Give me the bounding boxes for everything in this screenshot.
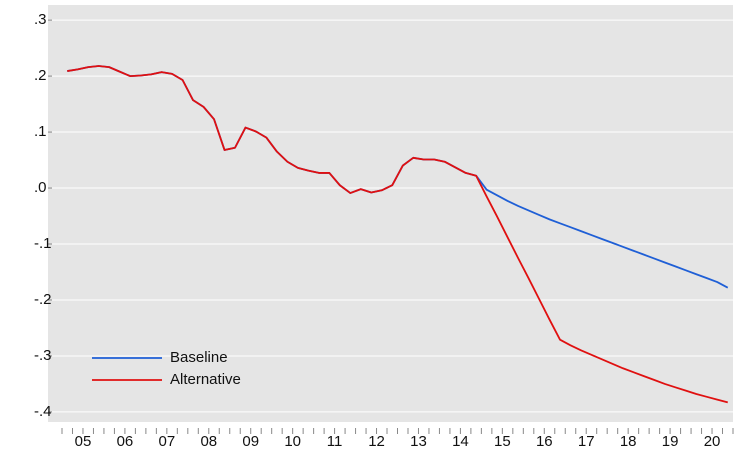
x-tick-label: 20 (704, 433, 721, 450)
x-tick-label: 19 (662, 433, 679, 450)
x-tick-label: 17 (578, 433, 595, 450)
x-tick-label: 10 (284, 433, 301, 450)
x-tick-label: 05 (75, 433, 92, 450)
x-tick-label: 09 (242, 433, 259, 450)
y-tick-label: -.4 (34, 403, 52, 420)
y-tick-label: .1 (34, 123, 47, 140)
y-tick-label: -.3 (34, 347, 52, 364)
x-tick-label: 07 (159, 433, 176, 450)
legend-label: Baseline (170, 349, 228, 366)
x-tick-label: 13 (410, 433, 427, 450)
x-tick-label: 11 (327, 433, 343, 450)
x-tick-label: 06 (117, 433, 134, 450)
y-tick-label: -.1 (34, 235, 52, 252)
legend-label: Alternative (170, 371, 241, 388)
plot-area (48, 5, 733, 422)
x-tick-label: 16 (536, 433, 553, 450)
x-tick-label: 12 (368, 433, 385, 450)
y-tick-label: .3 (34, 11, 47, 28)
y-tick-label: .0 (34, 179, 47, 196)
x-tick-label: 14 (452, 433, 469, 450)
x-tick-label: 08 (200, 433, 217, 450)
y-tick-label: -.2 (34, 291, 52, 308)
x-tick-label: 15 (494, 433, 511, 450)
x-tick-label: 18 (620, 433, 637, 450)
series-line (67, 65, 728, 404)
y-tick-label: .2 (34, 67, 47, 84)
